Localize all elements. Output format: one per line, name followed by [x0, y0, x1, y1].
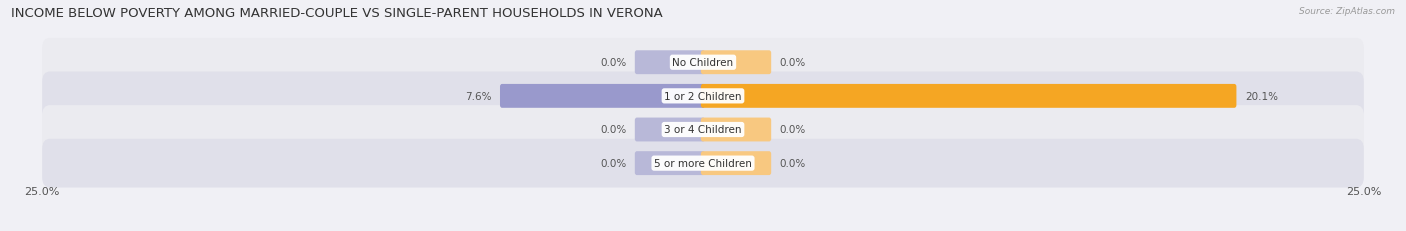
FancyBboxPatch shape [42, 139, 1364, 188]
FancyBboxPatch shape [501, 85, 706, 108]
FancyBboxPatch shape [634, 51, 706, 75]
Text: 1 or 2 Children: 1 or 2 Children [664, 91, 742, 101]
Text: 0.0%: 0.0% [780, 158, 806, 168]
FancyBboxPatch shape [700, 118, 772, 142]
Text: 7.6%: 7.6% [465, 91, 492, 101]
FancyBboxPatch shape [634, 152, 706, 175]
Text: 0.0%: 0.0% [600, 125, 626, 135]
FancyBboxPatch shape [700, 85, 1236, 108]
Text: 20.1%: 20.1% [1244, 91, 1278, 101]
FancyBboxPatch shape [634, 118, 706, 142]
Text: 0.0%: 0.0% [780, 58, 806, 68]
FancyBboxPatch shape [700, 51, 772, 75]
FancyBboxPatch shape [42, 39, 1364, 87]
Text: 5 or more Children: 5 or more Children [654, 158, 752, 168]
FancyBboxPatch shape [700, 152, 772, 175]
FancyBboxPatch shape [42, 72, 1364, 121]
Text: No Children: No Children [672, 58, 734, 68]
Text: 0.0%: 0.0% [780, 125, 806, 135]
Text: 0.0%: 0.0% [600, 58, 626, 68]
Text: Source: ZipAtlas.com: Source: ZipAtlas.com [1299, 7, 1395, 16]
Text: INCOME BELOW POVERTY AMONG MARRIED-COUPLE VS SINGLE-PARENT HOUSEHOLDS IN VERONA: INCOME BELOW POVERTY AMONG MARRIED-COUPL… [11, 7, 664, 20]
FancyBboxPatch shape [42, 106, 1364, 154]
Text: 3 or 4 Children: 3 or 4 Children [664, 125, 742, 135]
Text: 0.0%: 0.0% [600, 158, 626, 168]
